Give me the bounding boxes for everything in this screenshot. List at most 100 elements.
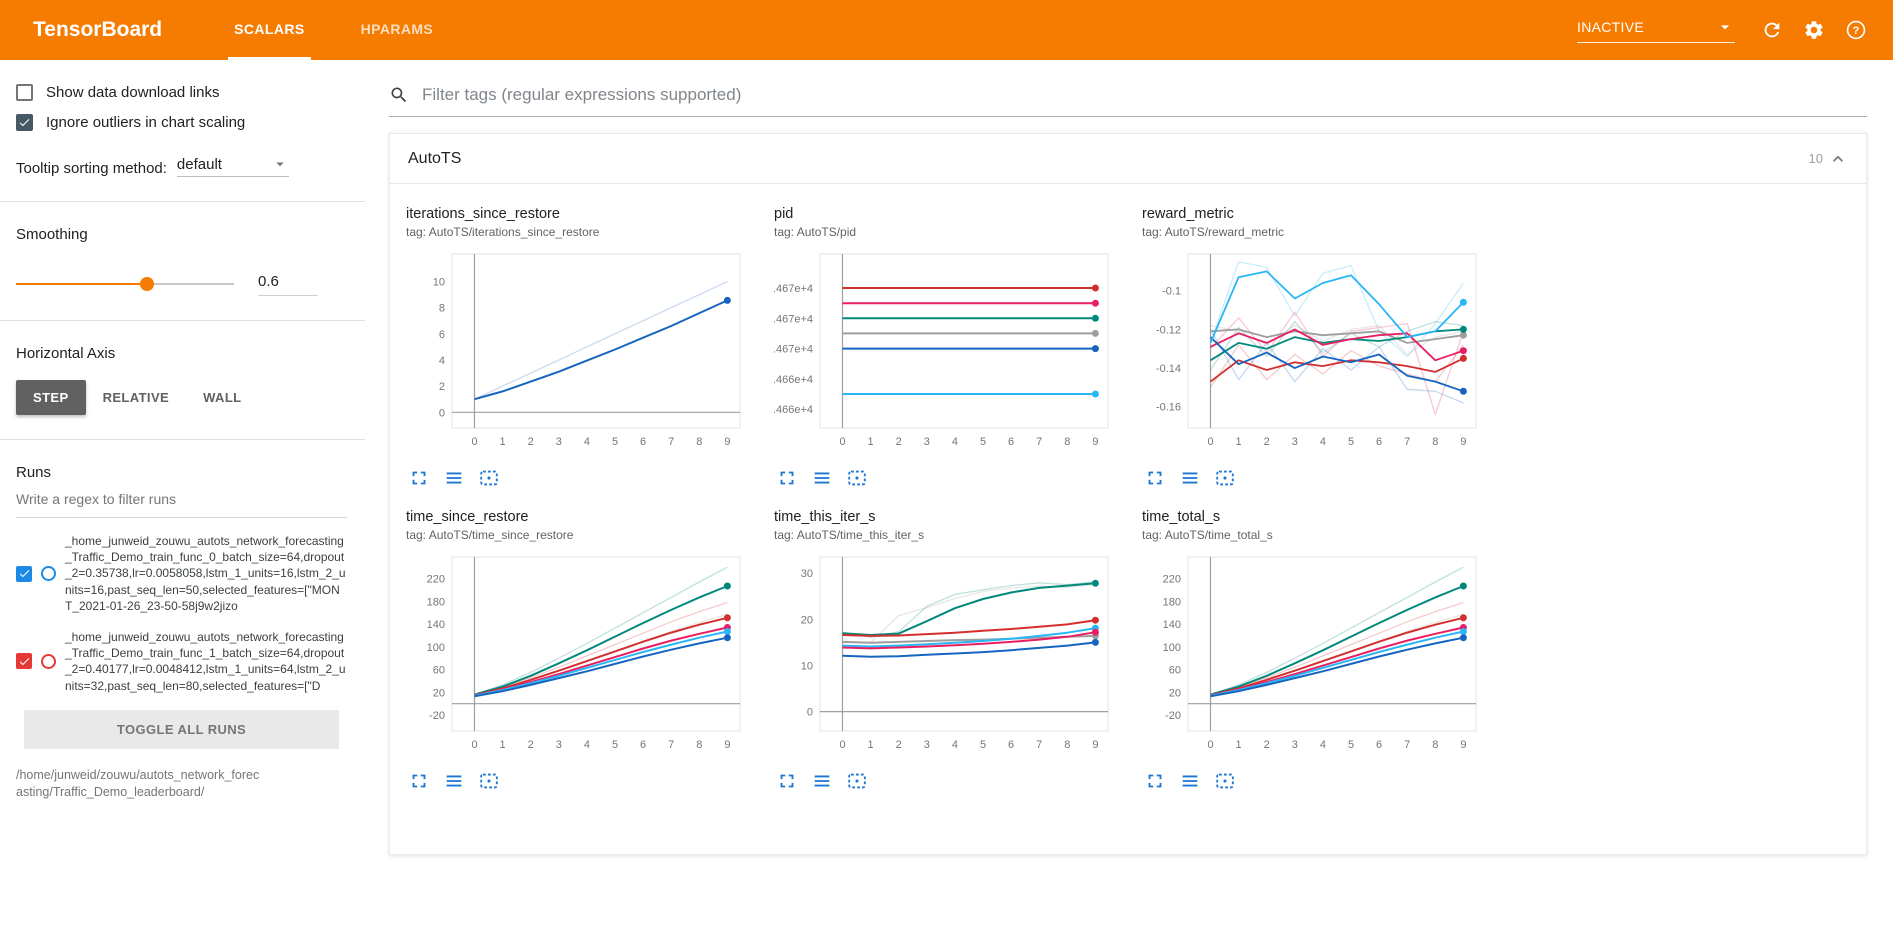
svg-text:0: 0 <box>1207 739 1213 751</box>
chevron-up-icon[interactable] <box>1828 149 1848 169</box>
svg-text:3: 3 <box>924 436 930 448</box>
help-icon[interactable]: ? <box>1845 19 1867 41</box>
svg-text:2.467e+4: 2.467e+4 <box>774 313 813 325</box>
tab-scalars[interactable]: SCALARS <box>228 0 311 60</box>
svg-text:1: 1 <box>868 436 874 448</box>
content-area: Show data download links Ignore outliers… <box>0 60 1893 929</box>
chart-plot[interactable]: -0.1 -0.12 -0.14 -0.16 0 1 2 3 4 5 6 7 8 9 <box>1142 248 1482 460</box>
expand-chart-icon[interactable] <box>1144 467 1166 489</box>
expand-chart-icon[interactable] <box>408 770 430 792</box>
svg-text:9: 9 <box>1460 739 1466 751</box>
run-selector-icon[interactable] <box>1179 770 1201 792</box>
ignore-outliers-checkbox[interactable] <box>16 114 33 131</box>
runs-directory-path: /home/junweid/zouwu/autots_network_forec… <box>16 767 260 799</box>
svg-text:2: 2 <box>896 739 902 751</box>
fit-domain-icon[interactable] <box>1214 770 1236 792</box>
svg-text:2: 2 <box>1264 739 1270 751</box>
main-content: AutoTS 10 iterations_since_restore tag: … <box>365 60 1893 929</box>
run-solo-radio[interactable] <box>41 653 56 669</box>
svg-text:4: 4 <box>1320 739 1326 751</box>
tooltip-sort-label: Tooltip sorting method: <box>16 160 167 177</box>
svg-text:2: 2 <box>896 436 902 448</box>
toggle-all-runs-button[interactable]: TOGGLE ALL RUNS <box>24 709 339 749</box>
haxis-relative-button[interactable]: RELATIVE <box>86 380 187 415</box>
horizontal-axis-label: Horizontal Axis <box>16 345 116 362</box>
svg-text:220: 220 <box>1163 574 1181 586</box>
tooltip-sort-row: Tooltip sorting method: default <box>16 155 347 177</box>
haxis-step-button[interactable]: STEP <box>16 380 86 415</box>
fit-domain-icon[interactable] <box>478 467 500 489</box>
svg-text:3: 3 <box>556 739 562 751</box>
haxis-wall-button[interactable]: WALL <box>186 380 258 415</box>
run-selector-icon[interactable] <box>443 467 465 489</box>
svg-text:4: 4 <box>952 739 958 751</box>
svg-text:-20: -20 <box>1165 710 1181 722</box>
chart-card: reward_metric tag: AutoTS/reward_metric … <box>1142 206 1494 489</box>
svg-text:5: 5 <box>612 739 618 751</box>
run-checkbox[interactable] <box>16 565 32 582</box>
svg-text:9: 9 <box>1092 436 1098 448</box>
expand-chart-icon[interactable] <box>408 467 430 489</box>
svg-text:5: 5 <box>612 436 618 448</box>
svg-text:140: 140 <box>1163 619 1181 631</box>
smoothing-slider[interactable] <box>16 276 234 291</box>
search-icon <box>391 87 407 103</box>
run-solo-radio[interactable] <box>41 566 56 581</box>
run-selector-icon[interactable] <box>811 467 833 489</box>
fit-domain-icon[interactable] <box>1214 467 1236 489</box>
run-selector-icon[interactable] <box>443 770 465 792</box>
expand-chart-icon[interactable] <box>776 770 798 792</box>
svg-text:180: 180 <box>427 596 445 608</box>
tab-hparams[interactable]: HPARAMS <box>360 20 434 37</box>
svg-text:60: 60 <box>1169 665 1181 677</box>
chart-plot[interactable]: 0 2 4 6 8 10 0 1 2 3 4 5 6 7 8 9 <box>406 248 746 460</box>
svg-text:100: 100 <box>1163 642 1181 654</box>
expand-chart-icon[interactable] <box>1144 770 1166 792</box>
refresh-icon[interactable] <box>1761 19 1783 41</box>
run-selector-icon[interactable] <box>1179 467 1201 489</box>
svg-text:4: 4 <box>584 436 590 448</box>
svg-text:6: 6 <box>1376 436 1382 448</box>
run-selector-icon[interactable] <box>811 770 833 792</box>
svg-text:7: 7 <box>1036 739 1042 751</box>
svg-text:2.466e+4: 2.466e+4 <box>774 374 813 386</box>
show-download-links-checkbox[interactable] <box>16 84 33 101</box>
svg-text:20: 20 <box>1169 687 1181 699</box>
horizontal-axis-buttons: STEP RELATIVE WALL <box>16 380 347 415</box>
svg-text:20: 20 <box>433 687 445 699</box>
svg-text:-0.1: -0.1 <box>1162 286 1181 298</box>
svg-text:9: 9 <box>1092 739 1098 751</box>
gear-icon[interactable] <box>1803 19 1825 41</box>
show-download-links-row[interactable]: Show data download links <box>16 84 347 101</box>
tag-group-header[interactable]: AutoTS 10 <box>390 134 1866 184</box>
chart-plot[interactable]: -20 20 60 100 140 180 220 0 1 2 3 4 5 6 7 8 9 <box>406 551 746 763</box>
svg-text:1: 1 <box>500 436 506 448</box>
chart-tag: tag: AutoTS/time_total_s <box>1142 528 1273 542</box>
svg-text:3: 3 <box>556 436 562 448</box>
fit-domain-icon[interactable] <box>478 770 500 792</box>
tooltip-sort-select[interactable]: default <box>176 155 289 177</box>
fit-domain-icon[interactable] <box>846 770 868 792</box>
chart-toolbar <box>1142 770 1494 792</box>
chart-plot[interactable]: 2.467e+4 2.467e+4 2.467e+4 2.466e+4 2.466e+4… <box>774 248 1114 460</box>
chart-toolbar <box>406 467 758 489</box>
checkbox-label: Show data download links <box>46 84 220 101</box>
svg-text:0: 0 <box>1207 436 1213 448</box>
slider-thumb[interactable] <box>139 276 154 291</box>
svg-text:7: 7 <box>1404 436 1410 448</box>
smoothing-value-input[interactable] <box>258 271 318 296</box>
chart-plot[interactable]: -20 20 60 100 140 180 220 0 1 2 3 4 5 6 7 8 9 <box>1142 551 1482 763</box>
svg-text:5: 5 <box>980 739 986 751</box>
chart-plot[interactable]: 0 10 20 30 0 1 2 3 4 5 6 7 8 9 <box>774 551 1114 763</box>
chevron-down-icon <box>1720 25 1730 30</box>
svg-text:10: 10 <box>801 661 813 673</box>
expand-chart-icon[interactable] <box>776 467 798 489</box>
runs-filter-input[interactable] <box>16 481 347 518</box>
svg-text:6: 6 <box>640 436 646 448</box>
ignore-outliers-row[interactable]: Ignore outliers in chart scaling <box>16 114 347 131</box>
svg-text:1: 1 <box>1236 739 1242 751</box>
fit-domain-icon[interactable] <box>846 467 868 489</box>
tag-filter-input[interactable] <box>420 84 1867 106</box>
status-select[interactable]: INACTIVE <box>1577 17 1735 43</box>
run-checkbox[interactable] <box>16 653 32 670</box>
